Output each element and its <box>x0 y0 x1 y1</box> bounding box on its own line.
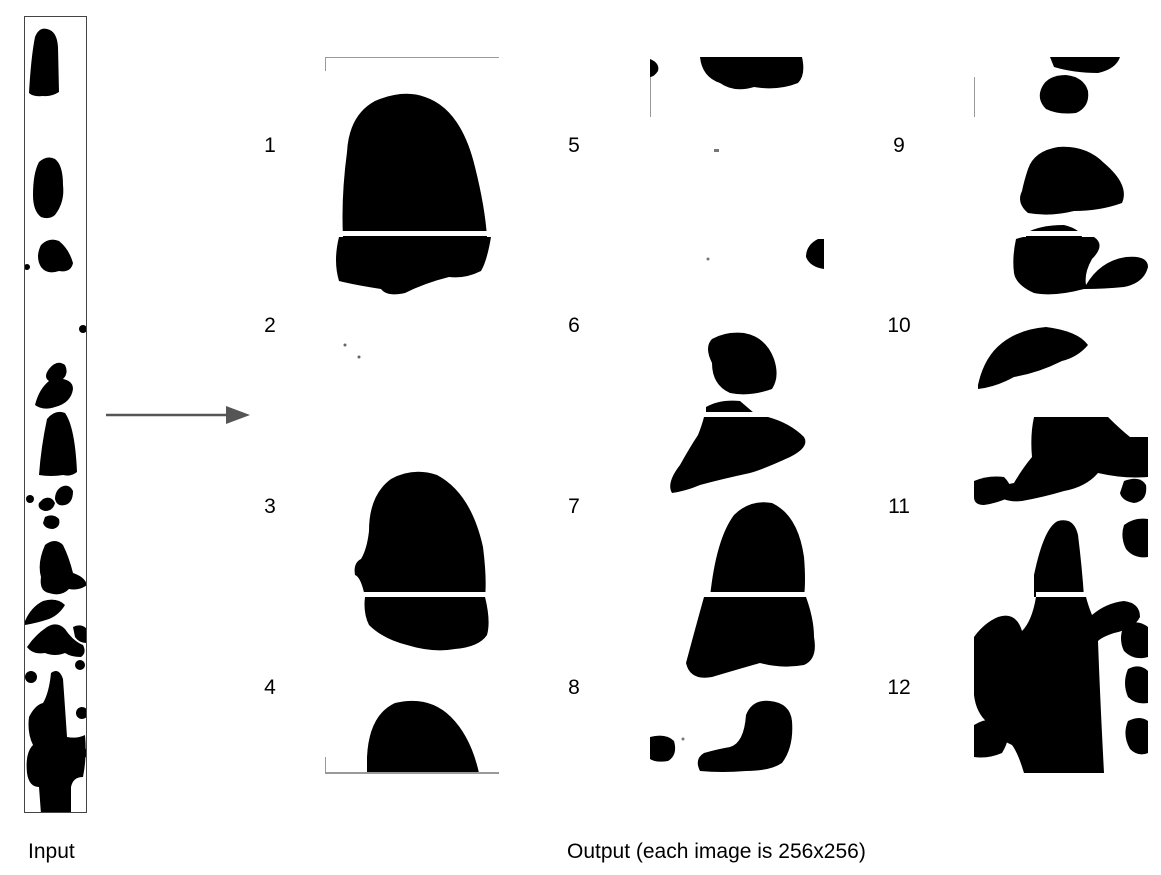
tile-number: 2 <box>264 314 276 337</box>
seam-line <box>1026 410 1106 415</box>
tile-number: 12 <box>887 676 911 699</box>
seam-line <box>1036 592 1118 597</box>
arrow-right-icon <box>106 406 250 424</box>
tile-number: 1 <box>264 134 276 157</box>
input-caption: Input <box>28 840 75 863</box>
tile-number: 7 <box>568 495 580 518</box>
output-tile-3 <box>325 417 499 597</box>
output-tile-11 <box>974 417 1148 597</box>
output-tile-10 <box>974 237 1148 417</box>
seam-line <box>364 592 488 597</box>
seam-line <box>340 231 490 236</box>
output-caption: Output (each image is 256x256) <box>567 840 866 863</box>
output-tile-6 <box>650 237 824 417</box>
output-tile-7 <box>650 417 824 597</box>
input-strip-image <box>24 16 87 813</box>
seam-line <box>700 412 796 417</box>
tile-number: 3 <box>264 495 276 518</box>
output-tile-12 <box>974 597 1148 777</box>
tile-number: 9 <box>893 134 905 157</box>
output-tile-5 <box>650 57 824 237</box>
tile-number: 5 <box>568 134 580 157</box>
output-tile-2 <box>325 237 499 417</box>
tile-number: 8 <box>568 676 580 699</box>
output-tile-9 <box>974 57 1148 237</box>
seam-line <box>700 592 808 597</box>
output-tile-4 <box>325 597 499 777</box>
tile-number: 6 <box>568 314 580 337</box>
seam-line <box>1026 231 1086 236</box>
tile-number: 11 <box>888 495 910 518</box>
tile-number: 4 <box>264 676 276 699</box>
output-tile-1 <box>325 57 499 237</box>
output-tile-8 <box>650 597 824 777</box>
tile-number: 10 <box>887 314 911 337</box>
